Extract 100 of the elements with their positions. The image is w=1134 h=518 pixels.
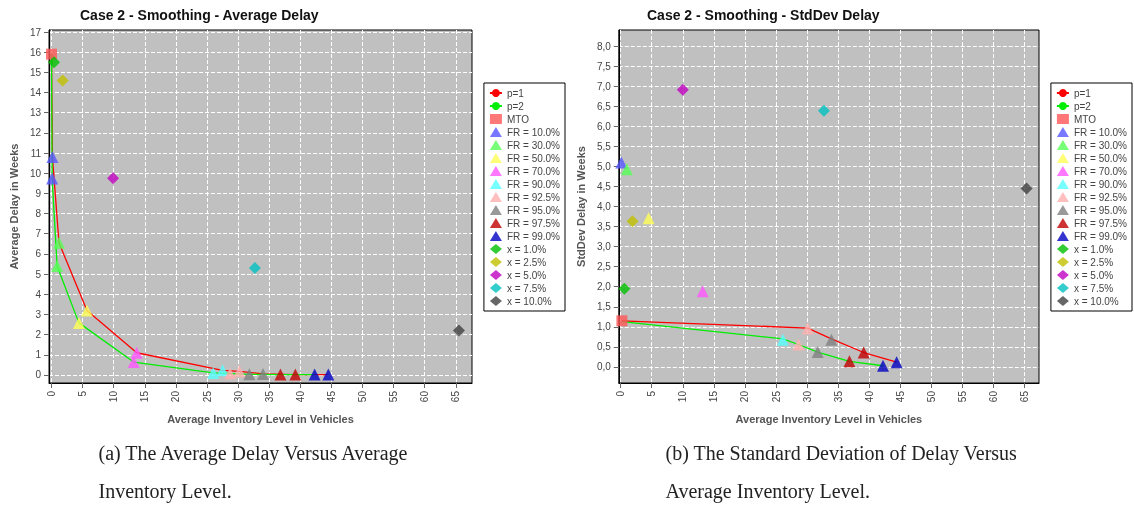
- point: [857, 346, 870, 359]
- legend-label: FR = 90.0%: [506, 178, 561, 190]
- y-tick-label: 5,0: [596, 160, 612, 172]
- legend-label: FR = 92.5%: [506, 191, 561, 203]
- text: (a) The Average Delay Versus Average Inventory Level.: [98, 442, 413, 503]
- legend-label: x = 10.0%: [1073, 295, 1119, 307]
- legend-label: p=2: [506, 100, 525, 112]
- legend-label: FR = 50.0%: [506, 152, 561, 164]
- point: [48, 56, 60, 69]
- y-tick-label: 2,5: [596, 261, 612, 273]
- legend-label: x = 1.0%: [506, 243, 547, 255]
- point: [257, 367, 269, 380]
- y-tick-label: 2,0: [596, 281, 612, 293]
- legend-label: FR = 90.0%: [1073, 178, 1128, 190]
- y-tick-label: 10: [29, 167, 42, 179]
- point: [676, 83, 689, 96]
- x-tick-label: 45: [325, 390, 337, 403]
- text: (b) The Standard Deviation of Delay Versus Average Inventory Level.: [665, 442, 1022, 503]
- legend-label: x = 5.0%: [1073, 269, 1114, 281]
- point: [216, 364, 229, 377]
- x-tick-label: 15: [139, 390, 151, 403]
- point: [642, 212, 655, 225]
- point: [792, 338, 805, 351]
- x-tick-label: 40: [863, 390, 875, 403]
- legend-label: x = 7.5%: [1073, 282, 1114, 294]
- y-tick-label: 6: [35, 248, 42, 260]
- point: [233, 365, 246, 378]
- y-tick-label: 1,5: [596, 301, 612, 313]
- y-tick-label: 7: [35, 228, 42, 240]
- legend-label: FR = 97.5%: [1073, 217, 1128, 229]
- x-tick-label: 40: [294, 390, 306, 403]
- y-tick-label: 4,0: [596, 201, 612, 212]
- x-tick-label: 35: [263, 390, 275, 403]
- x-tick-label: 20: [170, 390, 182, 403]
- legend-label: FR = 70.0%: [506, 165, 561, 177]
- legend-label: FR = 50.0%: [1073, 152, 1128, 164]
- y-tick-label: 4,5: [596, 180, 612, 192]
- x-axis-title: Average Inventory Level in Vehicles: [735, 412, 923, 425]
- point: [52, 236, 65, 249]
- legend-label: p=1: [1073, 87, 1092, 99]
- point: [248, 262, 261, 275]
- y-tick-label: 8: [35, 208, 42, 220]
- point: [130, 346, 143, 359]
- y-axis-title: Average Delay in Weeks: [7, 143, 20, 270]
- y-tick-label: 3: [35, 308, 42, 320]
- y-tick-label: 2: [35, 329, 42, 341]
- legend-label: FR = 92.5%: [1073, 191, 1128, 203]
- point: [811, 346, 824, 359]
- point: [843, 355, 856, 368]
- point: [1020, 182, 1033, 195]
- point: [46, 172, 59, 185]
- y-tick-label: 6,5: [596, 100, 612, 112]
- y-tick-label: 0,0: [596, 361, 612, 373]
- point: [274, 368, 287, 381]
- point: [618, 282, 631, 295]
- point: [56, 74, 69, 87]
- y-tick-label: 8,0: [596, 40, 612, 52]
- y-tick-label: 0: [35, 369, 42, 381]
- x-tick-label: 60: [988, 390, 1000, 403]
- y-tick-label: 9: [35, 187, 42, 199]
- x-tick-label: 25: [201, 390, 213, 403]
- point: [620, 163, 633, 176]
- x-tick-label: 30: [801, 390, 813, 403]
- legend-label: FR = 30.0%: [506, 139, 561, 151]
- chart-title: Case 2 - Smoothing - Average Delay: [80, 7, 319, 23]
- x-tick-label: 65: [1019, 390, 1031, 403]
- x-tick-label: 10: [677, 390, 689, 403]
- x-tick-label: 5: [77, 390, 89, 397]
- point: [876, 359, 889, 372]
- point: [817, 104, 830, 117]
- point: [776, 333, 789, 346]
- legend-label: p=2: [1073, 100, 1092, 112]
- legend-label: FR = 70.0%: [1073, 165, 1128, 177]
- y-tick-label: 5: [35, 268, 42, 280]
- point: [80, 304, 93, 317]
- y-tick-label: 1,0: [596, 321, 612, 333]
- y-tick-label: 12: [29, 127, 42, 139]
- legend-label: x = 7.5%: [506, 282, 547, 294]
- x-tick-label: 10: [108, 390, 120, 403]
- point: [46, 151, 59, 164]
- point: [696, 285, 709, 298]
- legend-label: x = 5.0%: [506, 269, 547, 281]
- point: [243, 368, 256, 381]
- point: [322, 368, 335, 381]
- x-tick-label: 0: [46, 390, 58, 397]
- y-tick-label: 1: [35, 349, 42, 361]
- x-tick-label: 65: [450, 390, 462, 403]
- y-tick-label: 17: [29, 26, 42, 38]
- legend-label: FR = 99.0%: [1073, 230, 1128, 242]
- x-tick-label: 50: [925, 390, 937, 403]
- point: [626, 215, 639, 228]
- legend-label: FR = 10.0%: [506, 126, 561, 138]
- y-axis-title: StdDev Delay in Weeks: [574, 146, 587, 267]
- legend-label: x = 2.5%: [506, 256, 547, 268]
- x-tick-label: 60: [419, 390, 431, 403]
- legend-label: FR = 10.0%: [1073, 126, 1128, 138]
- point: [452, 324, 465, 337]
- point: [289, 368, 302, 381]
- point: [890, 356, 903, 369]
- x-axis-title: Average Inventory Level in Vehicles: [167, 412, 354, 425]
